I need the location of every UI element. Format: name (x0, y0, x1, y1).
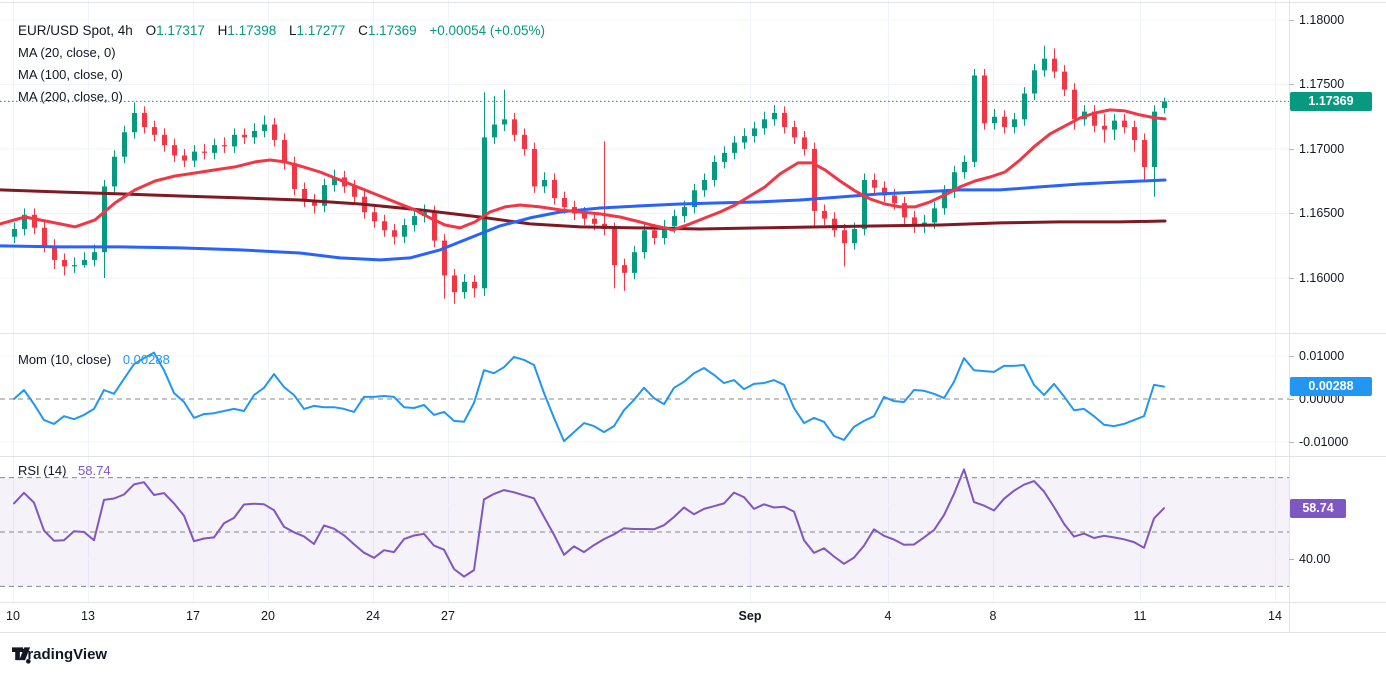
time-tick-label: 17 (186, 609, 200, 623)
last-price-badge: 1.17369 (1290, 92, 1372, 111)
symbol-title[interactable]: EUR/USD Spot, 4h (18, 23, 133, 38)
momentum-badge: 0.00288 (1290, 377, 1372, 396)
candlesticks (12, 45, 1167, 304)
ma200-line (0, 188, 1167, 231)
axis-tick-label: 1.17000 (1299, 142, 1345, 156)
watermark-text: TradingView (19, 646, 108, 663)
ma100-line (0, 178, 1167, 262)
time-tick-label: 24 (366, 609, 380, 623)
rsi-pane-header[interactable]: RSI (14) 58.74 (18, 463, 111, 478)
high-value: 1.17398 (227, 23, 277, 38)
rsi-value: 58.74 (78, 463, 111, 478)
ma200-label[interactable]: MA (200, close, 0) (18, 89, 123, 104)
high-label: H (217, 23, 228, 38)
axis-tick-mark (1289, 399, 1294, 400)
momentum-value: 0.00288 (122, 352, 170, 367)
chart-canvas[interactable] (0, 0, 1386, 640)
axis-tick-label: 1.16000 (1299, 271, 1345, 285)
axis-tick-label: 1.18000 (1299, 13, 1345, 27)
momentum-label: Mom (10, close) (18, 352, 112, 367)
axis-tick-label: -0.01000 (1299, 435, 1349, 449)
momentum-plot (0, 351, 1289, 443)
ma20-line (0, 108, 1167, 232)
ma20-label[interactable]: MA (20, close, 0) (18, 45, 116, 60)
axis-tick-label: 0.01000 (1299, 349, 1345, 363)
axis-tick-mark (1289, 20, 1294, 21)
axis-tick-mark (1289, 278, 1294, 279)
axis-tick-mark (1289, 356, 1294, 357)
ma100-label[interactable]: MA (100, close, 0) (18, 67, 123, 82)
close-value: 1.17369 (367, 23, 417, 38)
time-tick-label: 11 (1133, 609, 1147, 623)
tradingview-watermark[interactable]: TradingView (12, 646, 108, 664)
time-tick-label: 27 (441, 609, 455, 623)
axis-tick-mark (1289, 149, 1294, 150)
time-tick-label: 8 (989, 609, 997, 623)
axis-tick-mark (1289, 559, 1294, 560)
low-label: L (288, 23, 297, 38)
open-label: O (145, 23, 157, 38)
time-tick-label: Sep (738, 609, 762, 623)
symbol-header: EUR/USD Spot, 4h O1.17317 H1.17398 L1.17… (18, 23, 545, 38)
open-value: 1.17317 (156, 23, 205, 38)
axis-tick-mark (1289, 213, 1294, 214)
time-tick-label: 4 (884, 609, 892, 623)
change-value: +0.00054 (+0.05%) (429, 23, 545, 38)
rsi-label: RSI (14) (18, 463, 67, 478)
low-value: 1.17277 (296, 23, 346, 38)
axis-tick-label: 1.16500 (1299, 206, 1345, 220)
time-tick-label: 14 (1268, 609, 1282, 623)
time-tick-label: 10 (6, 609, 20, 623)
axis-tick-label: 1.17500 (1299, 77, 1345, 91)
momentum-pane-header[interactable]: Mom (10, close) 0.00288 (18, 352, 170, 367)
rsi-badge: 58.74 (1290, 499, 1346, 518)
axis-tick-mark (1289, 442, 1294, 443)
pane-separators (0, 0, 1386, 633)
axis-tick-mark (1289, 84, 1294, 85)
axis-tick-label: 40.00 (1299, 552, 1331, 566)
time-tick-label: 13 (81, 609, 95, 623)
time-tick-label: 20 (261, 609, 275, 623)
rsi-plot (0, 468, 1289, 587)
close-label: C (358, 23, 368, 38)
